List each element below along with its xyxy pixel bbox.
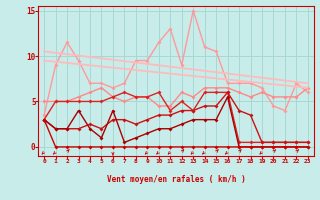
X-axis label: Vent moyen/en rafales ( km/h ): Vent moyen/en rafales ( km/h ) — [107, 175, 245, 184]
